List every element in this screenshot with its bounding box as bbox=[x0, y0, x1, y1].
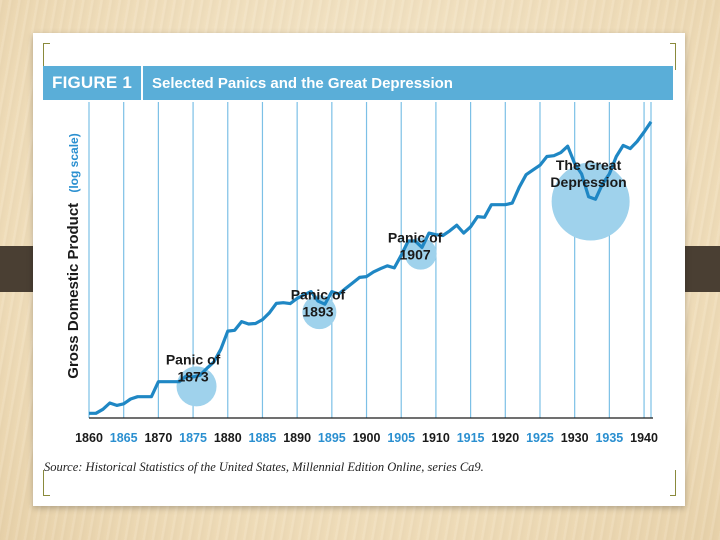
annotation-2-line-1: Panic of bbox=[291, 287, 346, 303]
figure-card bbox=[33, 33, 685, 506]
x-tick-1880: 1880 bbox=[214, 431, 242, 445]
x-tick-1935: 1935 bbox=[595, 431, 623, 445]
gdp-series-line bbox=[89, 120, 653, 415]
annotation-3-line-1: Panic of bbox=[388, 230, 443, 246]
x-tick-1870: 1870 bbox=[144, 431, 172, 445]
panic-highlight-4 bbox=[551, 162, 630, 241]
x-tick-1890: 1890 bbox=[283, 431, 311, 445]
annotation-2: Panic of 1893 bbox=[291, 287, 346, 320]
figure-title: Selected Panics and the Great Depression bbox=[152, 74, 453, 92]
annotation-1: Panic of 1873 bbox=[166, 351, 221, 384]
annotation-4-line-2: Depression bbox=[550, 174, 626, 190]
x-tick-1930: 1930 bbox=[561, 431, 589, 445]
panic-highlight-3 bbox=[404, 237, 437, 270]
x-tick-1910: 1910 bbox=[422, 431, 450, 445]
panic-highlights bbox=[176, 162, 630, 407]
annotation-4: The Great Depression bbox=[550, 157, 626, 190]
annotation-1-line-1: Panic of bbox=[166, 351, 221, 367]
x-tick-1915: 1915 bbox=[457, 431, 485, 445]
annotation-2-line-2: 1893 bbox=[302, 304, 333, 320]
annotation-4-line-1: The Great bbox=[556, 157, 622, 173]
annotation-1-line-2: 1873 bbox=[177, 368, 208, 384]
source-note: Source: Historical Statistics of the Uni… bbox=[44, 460, 674, 475]
chart-grid bbox=[88, 102, 652, 418]
annotation-3: Panic of 1907 bbox=[388, 230, 443, 263]
x-tick-1920: 1920 bbox=[491, 431, 519, 445]
left-edge-tab bbox=[0, 246, 38, 292]
y-axis-label-note: (log scale) bbox=[67, 133, 81, 192]
source-label: Source: bbox=[44, 460, 83, 474]
y-axis-label: Gross Domestic Product (log scale) bbox=[65, 133, 82, 378]
panic-highlight-2 bbox=[302, 295, 337, 330]
x-tick-1900: 1900 bbox=[353, 431, 381, 445]
right-edge-tab bbox=[682, 246, 720, 292]
figure-label: FIGURE 1 bbox=[43, 66, 143, 100]
x-tick-labels: 1860 1865 1870 1875 1880 1885 1890 1895 1900 1905… bbox=[75, 431, 658, 445]
x-tick-1885: 1885 bbox=[249, 431, 277, 445]
x-tick-1895: 1895 bbox=[318, 431, 346, 445]
x-tick-1940: 1940 bbox=[630, 431, 658, 445]
x-tick-1860: 1860 bbox=[75, 431, 103, 445]
annotation-3-line-2: 1907 bbox=[400, 247, 431, 263]
x-tick-1925: 1925 bbox=[526, 431, 554, 445]
y-axis-label-main: Gross Domestic Product bbox=[65, 203, 82, 379]
x-tick-1905: 1905 bbox=[387, 431, 415, 445]
figure-header: FIGURE 1 Selected Panics and the Great D… bbox=[43, 66, 673, 100]
x-tick-1875: 1875 bbox=[179, 431, 207, 445]
source-text: Historical Statistics of the United Stat… bbox=[85, 460, 484, 474]
x-tick-1865: 1865 bbox=[110, 431, 138, 445]
